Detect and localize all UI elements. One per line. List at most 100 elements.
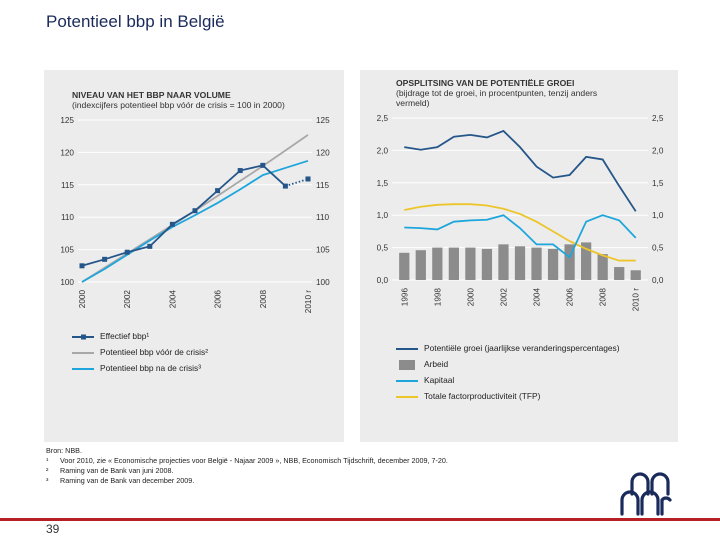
bar-labour-2004 bbox=[531, 247, 542, 280]
legend-label-potential: Potentiële groei (jaarlijkse verandering… bbox=[424, 343, 620, 353]
y-tick-label-right: 110 bbox=[316, 213, 329, 222]
left-chart-title-line2: (indexcijfers potentieel bbp vóór de cri… bbox=[72, 100, 285, 110]
data-point-2006 bbox=[215, 188, 221, 194]
footnote-source: Bron: NBB. bbox=[46, 446, 82, 455]
x-tick-label: 2006 bbox=[566, 288, 575, 307]
legend-key-labour bbox=[399, 359, 415, 370]
bar-labour-2006 bbox=[564, 244, 575, 280]
legend-label-tfp: Totale factorproductiviteit (TFP) bbox=[424, 391, 541, 401]
right-chart-title: OPSPLITSING VAN DE POTENTIËLE GROEI (bij… bbox=[396, 78, 597, 108]
y-tick-label-left: 125 bbox=[60, 116, 74, 125]
y-tick-label-right: 0,0 bbox=[652, 276, 664, 285]
legend-key-post-crisis bbox=[72, 367, 94, 370]
data-point-2010 bbox=[305, 176, 311, 182]
series-potenti-le-line bbox=[404, 129, 637, 212]
data-point-2004 bbox=[169, 221, 175, 227]
data-point-2009 bbox=[282, 183, 288, 189]
left-chart-svg: 100 100 105 105 110 110 115 115 120 120 125 125 2000… bbox=[60, 116, 330, 313]
legend-item-capital: Kapitaal bbox=[396, 372, 620, 388]
left-chart-title: NIVEAU VAN HET BBP NAAR VOLUME (indexcij… bbox=[72, 90, 285, 110]
right-chart-legend: Potentiële groei (jaarlijkse verandering… bbox=[396, 340, 620, 404]
y-tick-label-right: 115 bbox=[316, 181, 329, 190]
y-tick-label-right: 0,5 bbox=[652, 244, 664, 253]
bar-labour-2003 bbox=[514, 246, 526, 280]
y-tick-label-left: 120 bbox=[60, 148, 74, 157]
legend-item-labour: Arbeid bbox=[396, 356, 620, 372]
legend-item-effective: Effectief bbp¹ bbox=[72, 328, 208, 344]
y-tick-label-right: 120 bbox=[316, 148, 330, 157]
legend-item-post-crisis: Potentieel bbp na de crisis³ bbox=[72, 360, 208, 376]
legend-label-effective: Effectief bbp¹ bbox=[100, 331, 150, 341]
y-tick-label-left: 1,0 bbox=[377, 211, 389, 220]
bar-labour-1996 bbox=[399, 252, 410, 280]
bar-labour-2002 bbox=[498, 244, 509, 280]
y-tick-label-left: 2,5 bbox=[377, 114, 389, 123]
bar-labour-2010 bbox=[630, 270, 641, 280]
right-chart-svg: 0,0 0,0 0,5 0,5 1,0 1,0 1,5 1,5 2,0 2,0 2,5 2,5 1996… bbox=[377, 114, 664, 311]
legend-key-effective bbox=[72, 334, 94, 340]
y-tick-label-left: 1,5 bbox=[377, 179, 389, 188]
x-tick-label: 1996 bbox=[400, 288, 409, 307]
footnote-1: ¹ Voor 2010, zie « Economische projecties… bbox=[46, 456, 448, 465]
data-point-2000 bbox=[79, 263, 85, 269]
right-chart-title-line1: OPSPLITSING VAN DE POTENTIËLE GROEI bbox=[396, 78, 575, 88]
y-tick-label-right: 100 bbox=[316, 278, 330, 287]
x-tick-label: 2008 bbox=[599, 288, 608, 307]
legend-label-pre-crisis: Potentieel bbp vóór de crisis² bbox=[100, 347, 208, 357]
y-tick-label-right: 125 bbox=[316, 116, 330, 125]
y-tick-label-right: 105 bbox=[316, 246, 330, 255]
legend-label-post-crisis: Potentieel bbp na de crisis³ bbox=[100, 363, 202, 373]
left-chart-legend: Effectief bbp¹ Potentieel bbp vóór de cr… bbox=[72, 328, 208, 376]
y-tick-label-left: 2,0 bbox=[377, 146, 389, 155]
y-tick-label-left: 105 bbox=[60, 246, 74, 255]
legend-item-tfp: Totale factorproductiviteit (TFP) bbox=[396, 388, 620, 404]
right-chart-title-line3: vermeld) bbox=[396, 98, 430, 108]
legend-label-labour: Arbeid bbox=[424, 359, 449, 369]
page-number: 39 bbox=[46, 522, 60, 536]
x-tick-label: 2008 bbox=[259, 290, 268, 309]
x-tick-label: 2000 bbox=[78, 290, 87, 309]
x-tick-label: 2006 bbox=[214, 290, 223, 309]
series-kapitaal-line bbox=[404, 214, 637, 259]
y-tick-label-right: 1,5 bbox=[652, 179, 664, 188]
left-chart-panel: NIVEAU VAN HET BBP NAAR VOLUME (indexcij… bbox=[44, 70, 344, 442]
data-point-2003 bbox=[147, 243, 153, 249]
bar-labour-2000 bbox=[465, 247, 476, 280]
footnotes: Bron: NBB. ¹ Voor 2010, zie « Economische… bbox=[46, 446, 448, 486]
bar-labour-2009 bbox=[614, 267, 625, 280]
x-tick-label: 1998 bbox=[433, 288, 442, 307]
y-tick-label-right: 2,5 bbox=[652, 114, 664, 123]
nbb-logo-icon bbox=[620, 472, 672, 516]
bar-labour-2007 bbox=[581, 242, 592, 280]
bar-labour-2005 bbox=[547, 248, 559, 280]
footnote-2: ² Raming van de Bank van juni 2008. bbox=[46, 466, 174, 475]
x-tick-label: 2002 bbox=[123, 290, 132, 309]
legend-item-potential: Potentiële groei (jaarlijkse verandering… bbox=[396, 340, 620, 356]
legend-item-pre-crisis: Potentieel bbp vóór de crisis² bbox=[72, 344, 208, 360]
y-tick-label-left: 100 bbox=[60, 278, 74, 287]
y-tick-label-left: 0,5 bbox=[377, 244, 389, 253]
y-tick-label-right: 1,0 bbox=[652, 211, 664, 220]
bar-labour-2008 bbox=[597, 254, 608, 280]
bottom-divider bbox=[0, 518, 720, 521]
data-point-2007 bbox=[237, 168, 243, 174]
y-tick-label-left: 110 bbox=[61, 213, 74, 222]
data-point-2008 bbox=[260, 162, 266, 168]
x-tick-label: 2002 bbox=[499, 288, 508, 307]
y-tick-label-right: 2,0 bbox=[652, 146, 664, 155]
series-effective-line bbox=[81, 164, 287, 267]
bar-labour-1999 bbox=[448, 247, 459, 280]
x-tick-label: 2004 bbox=[168, 290, 177, 309]
legend-key-tfp bbox=[396, 395, 418, 398]
y-tick-label-left: 0,0 bbox=[377, 276, 389, 285]
left-chart-title-line1: NIVEAU VAN HET BBP NAAR VOLUME bbox=[72, 90, 231, 100]
legend-label-capital: Kapitaal bbox=[424, 375, 455, 385]
data-point-2001 bbox=[102, 256, 108, 262]
x-tick-label: 2000 bbox=[466, 288, 475, 307]
bar-labour-1998 bbox=[432, 247, 443, 280]
series-totale-line bbox=[404, 203, 636, 262]
footnote-3: ³ Raming van de Bank van december 2009. bbox=[46, 476, 195, 485]
x-tick-label: 2010 r bbox=[632, 288, 641, 311]
right-chart-panel: OPSPLITSING VAN DE POTENTIËLE GROEI (bij… bbox=[360, 70, 678, 442]
legend-key-capital bbox=[396, 379, 418, 382]
